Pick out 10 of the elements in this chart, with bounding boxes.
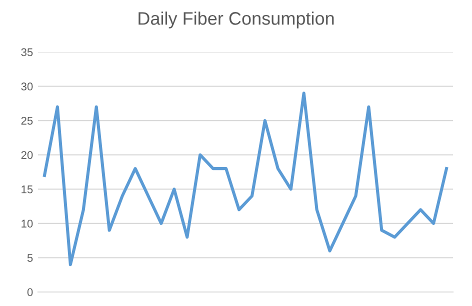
y-tick-label: 25 bbox=[21, 116, 33, 125]
y-tick-label: 15 bbox=[22, 186, 33, 194]
chart-title: Daily Fiber Consumption bbox=[138, 12, 334, 28]
y-tick-label: 35 bbox=[21, 48, 33, 56]
line-series bbox=[42, 92, 448, 266]
y-tick-label: 0 bbox=[27, 288, 33, 296]
y-tick-label: 10 bbox=[22, 220, 33, 228]
y-tick-label: 5 bbox=[27, 254, 33, 262]
y-tick-label: 20 bbox=[21, 151, 33, 159]
y-tick-label: 30 bbox=[21, 82, 33, 90]
